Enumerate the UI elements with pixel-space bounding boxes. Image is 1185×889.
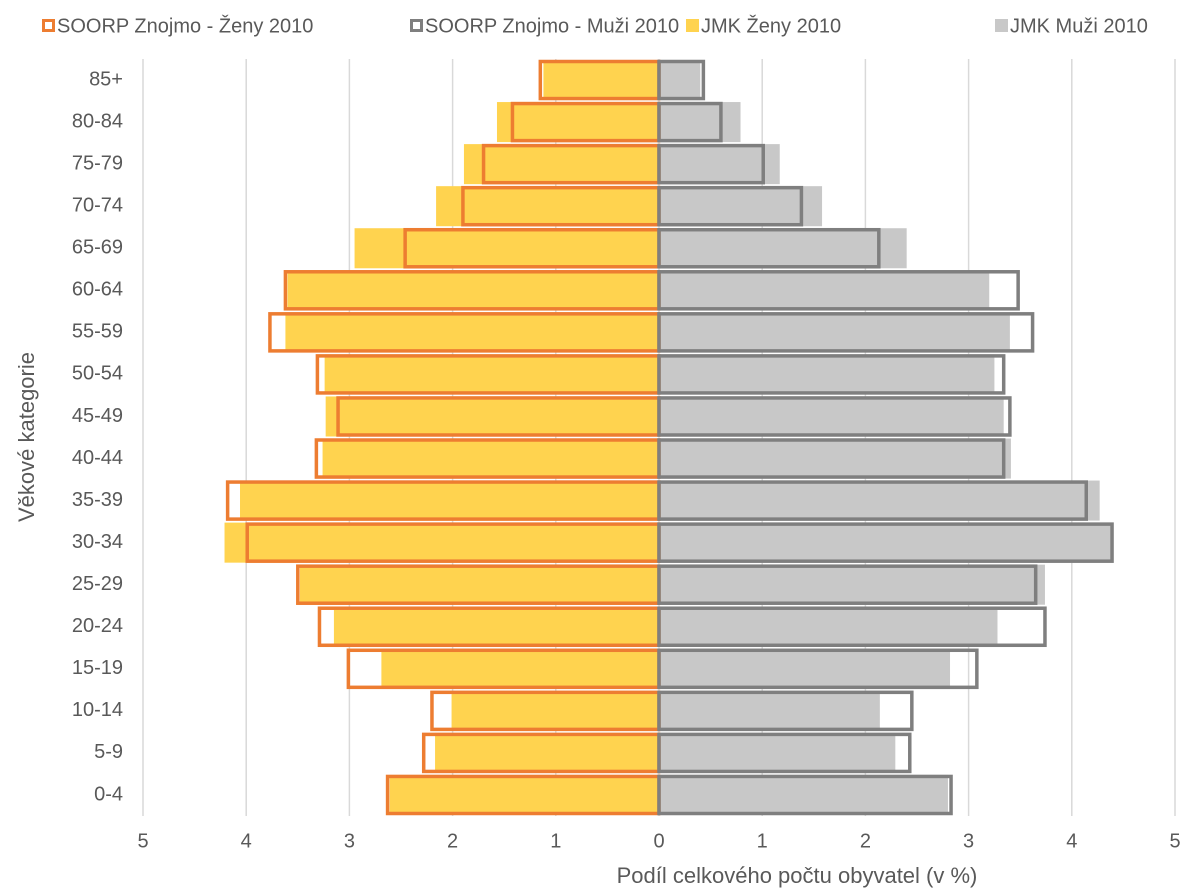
- bar: [659, 606, 998, 647]
- bar: [659, 102, 741, 143]
- legend-label: JMK Ženy 2010: [701, 14, 841, 37]
- bar: [381, 648, 659, 689]
- bar-outline: [657, 564, 1038, 605]
- bar: [659, 648, 951, 689]
- legend-label: SOORP Znojmo - Muži 2010: [425, 15, 679, 37]
- x-axis-title: Podíl celkového počtu obyvatel (v %): [617, 863, 978, 888]
- legend-label: JMK Muži 2010: [1010, 15, 1148, 37]
- bar: [436, 186, 659, 227]
- bar: [659, 186, 823, 227]
- bar: [659, 270, 990, 311]
- y-tick-label: 35-39: [72, 489, 123, 511]
- bar: [659, 480, 1100, 521]
- bar: [496, 102, 659, 143]
- bar-outline: [657, 648, 979, 690]
- bar-outline: [657, 732, 912, 774]
- y-tick-label: 65-69: [72, 237, 123, 259]
- y-tick-label: 60-64: [72, 279, 123, 301]
- y-tick-label: 20-24: [72, 615, 123, 637]
- legend-swatch: [410, 19, 423, 32]
- bar: [659, 522, 1114, 563]
- bar: [659, 312, 1010, 353]
- bar: [354, 228, 659, 269]
- legend-swatch: [995, 19, 1008, 32]
- bar: [659, 690, 880, 731]
- bar-outline: [657, 690, 914, 732]
- y-tick-label: 45-49: [72, 405, 123, 427]
- y-tick-label: 70-74: [72, 194, 123, 216]
- bar: [659, 396, 1004, 437]
- y-tick-label: 10-14: [72, 699, 123, 721]
- x-tick-label: 3: [963, 830, 974, 852]
- y-tick-label: 0-4: [94, 783, 123, 805]
- x-tick-label: 2: [860, 830, 871, 852]
- y-tick-label: 5-9: [94, 741, 123, 763]
- y-tick-label: 75-79: [72, 152, 123, 174]
- legend-swatch: [686, 19, 699, 32]
- bar: [285, 312, 659, 353]
- bar: [333, 606, 659, 647]
- x-tick-label: 4: [241, 830, 252, 852]
- legend-swatch: [42, 19, 55, 32]
- y-tick-label: 40-44: [72, 447, 123, 469]
- bar: [451, 690, 659, 731]
- bar-outline: [657, 312, 1035, 353]
- bar: [659, 774, 948, 815]
- y-tick-label: 30-34: [72, 531, 123, 553]
- x-tick-label: 1: [550, 830, 561, 852]
- bar: [659, 144, 780, 185]
- bar-outline: [657, 185, 804, 227]
- bar-outline: [657, 480, 1088, 521]
- bar: [435, 732, 659, 773]
- y-tick-label: 80-84: [72, 110, 123, 132]
- bar: [659, 732, 896, 773]
- bar-outline: [657, 143, 765, 185]
- x-tick-label: 5: [1169, 830, 1180, 852]
- bar: [287, 270, 659, 311]
- bar-outline: [657, 522, 1114, 563]
- y-axis-title: Věkové kategorie: [14, 352, 39, 522]
- bar: [463, 144, 659, 185]
- x-tick-label: 1: [757, 830, 768, 852]
- x-tick-label: 3: [344, 830, 355, 852]
- bar-outline: [657, 354, 1006, 395]
- bar: [325, 396, 659, 437]
- y-tick-label: 15-19: [72, 657, 123, 679]
- bar-outline: [657, 270, 1020, 311]
- bar: [659, 438, 1011, 479]
- bar: [659, 60, 701, 101]
- bar: [224, 522, 659, 563]
- legend-label: SOORP Znojmo - Ženy 2010: [57, 14, 313, 37]
- x-tick-label: 2: [447, 830, 458, 852]
- y-tick-label: 55-59: [72, 321, 123, 343]
- y-tick-label: 25-29: [72, 573, 123, 595]
- bar-outline: [657, 59, 706, 101]
- bar: [240, 480, 659, 521]
- bar-outline: [657, 101, 723, 143]
- bar-outline: [657, 227, 881, 269]
- x-tick-label: 0: [653, 830, 664, 852]
- bar: [543, 60, 659, 101]
- bar-outline: [657, 438, 1006, 479]
- bar-outline: [657, 396, 1012, 437]
- y-tick-label: 85+: [89, 68, 123, 90]
- bar: [659, 354, 995, 395]
- bar: [659, 564, 1045, 605]
- bar: [659, 228, 907, 269]
- y-tick-label: 50-54: [72, 363, 123, 385]
- bar: [299, 564, 659, 605]
- bar: [389, 774, 659, 815]
- bar: [324, 354, 659, 395]
- x-tick-label: 4: [1066, 830, 1077, 852]
- bar: [322, 438, 659, 479]
- bar-outline: [657, 606, 1047, 648]
- x-tick-label: 5: [137, 830, 148, 852]
- bar-outline: [657, 774, 953, 816]
